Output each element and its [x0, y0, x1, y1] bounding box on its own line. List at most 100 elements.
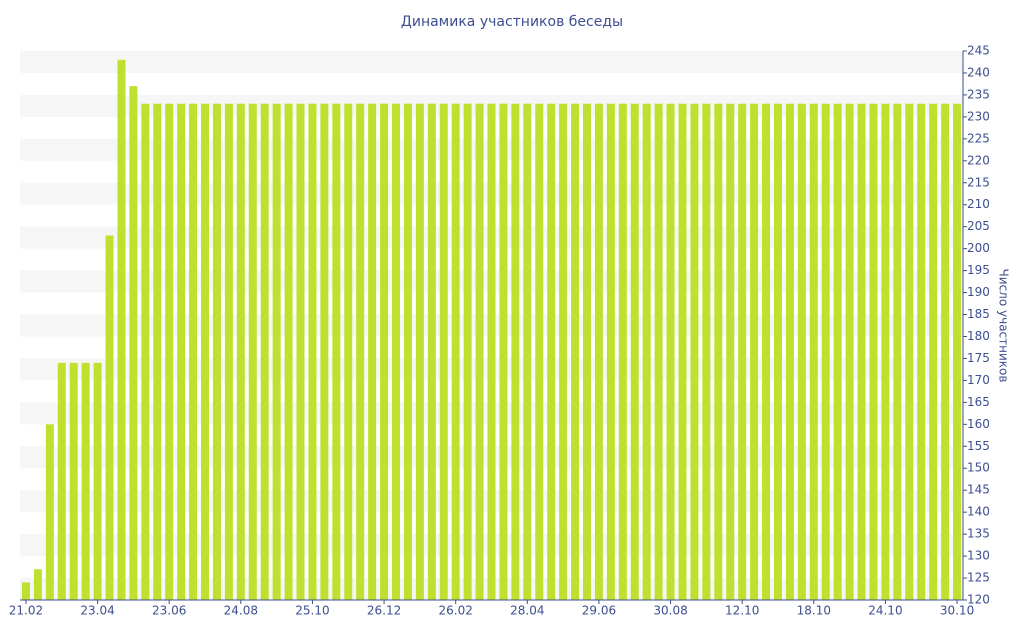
- bar: [618, 103, 627, 600]
- chart-title: Динамика участников беседы: [401, 14, 623, 30]
- bar: [451, 103, 460, 600]
- bar: [475, 103, 484, 600]
- bar: [487, 103, 496, 600]
- bar: [392, 103, 401, 600]
- bar: [726, 103, 735, 600]
- bar: [368, 103, 377, 600]
- bar: [212, 103, 221, 600]
- bar: [654, 103, 663, 600]
- y-tick-label: 125: [967, 571, 990, 585]
- y-tick-label: 200: [967, 241, 990, 255]
- bar: [439, 103, 448, 600]
- bar: [141, 103, 150, 600]
- bar: [260, 103, 269, 600]
- bar: [893, 103, 902, 600]
- bar: [33, 569, 42, 600]
- bar: [845, 103, 854, 600]
- y-tick-label: 160: [967, 417, 990, 431]
- y-tick-label: 220: [967, 153, 990, 167]
- y-tick-label: 130: [967, 549, 990, 563]
- bar: [415, 103, 424, 600]
- y-tick-label: 180: [967, 329, 990, 343]
- x-tick-label: 23.04: [80, 604, 114, 618]
- bar: [427, 103, 436, 600]
- y-tick-label: 140: [967, 505, 990, 519]
- bar: [380, 103, 389, 600]
- bar: [809, 103, 818, 600]
- bar: [559, 103, 568, 600]
- x-tick-label: 12.10: [725, 604, 759, 618]
- x-tick-label: 23.06: [152, 604, 186, 618]
- bar: [714, 103, 723, 600]
- bar: [296, 103, 305, 600]
- bar: [201, 103, 210, 600]
- bar: [929, 103, 938, 600]
- y-tick-label: 155: [967, 439, 990, 453]
- bar: [105, 235, 114, 601]
- bar: [606, 103, 615, 600]
- bar: [523, 103, 532, 600]
- bar: [821, 103, 830, 600]
- x-tick-label: 25.10: [295, 604, 329, 618]
- x-tick-label: 24.10: [868, 604, 902, 618]
- y-tick-label: 205: [967, 219, 990, 233]
- bar: [594, 103, 603, 600]
- bar: [666, 103, 675, 600]
- bar: [773, 103, 782, 600]
- bar: [57, 362, 66, 600]
- bar: [308, 103, 317, 600]
- bar: [403, 103, 412, 600]
- bar: [463, 103, 472, 600]
- bar: [284, 103, 293, 600]
- bar: [21, 582, 30, 600]
- y-tick-label: 150: [967, 461, 990, 475]
- bar: [941, 103, 950, 600]
- y-tick-label: 215: [967, 175, 990, 189]
- bar: [571, 103, 580, 600]
- bar: [499, 103, 508, 600]
- bar: [224, 103, 233, 600]
- bar: [117, 59, 126, 601]
- bar: [857, 103, 866, 600]
- bar: [881, 103, 890, 600]
- bar: [189, 103, 198, 600]
- x-tick-label: 24.08: [224, 604, 258, 618]
- y-tick-label: 185: [967, 307, 990, 321]
- bar: [642, 103, 651, 600]
- y-tick-label: 190: [967, 285, 990, 299]
- bar: [785, 103, 794, 600]
- y-tick-label: 210: [967, 197, 990, 211]
- y-tick-label: 120: [967, 593, 990, 607]
- y-tick-label: 195: [967, 263, 990, 277]
- bar: [953, 103, 962, 600]
- y-tick-label: 230: [967, 109, 990, 123]
- bar: [917, 103, 926, 600]
- y-tick-label: 165: [967, 395, 990, 409]
- y-tick-label: 245: [967, 44, 990, 58]
- bar: [153, 103, 162, 600]
- bar: [582, 103, 591, 600]
- bar: [833, 103, 842, 600]
- y-tick-label: 240: [967, 65, 990, 79]
- bar: [45, 424, 54, 600]
- bar: [905, 103, 914, 600]
- bar: [702, 103, 711, 600]
- bar: [248, 103, 257, 600]
- bar: [738, 103, 747, 600]
- bar: [535, 103, 544, 600]
- x-tick-label: 21.02: [9, 604, 43, 618]
- y-axis-label: Число участников: [997, 269, 1011, 383]
- bar: [630, 103, 639, 600]
- bar: [797, 103, 806, 600]
- grid-band: [20, 51, 963, 73]
- bar: [69, 362, 78, 600]
- y-tick-label: 170: [967, 373, 990, 387]
- bar: [678, 103, 687, 600]
- bar: [272, 103, 281, 600]
- y-tick-label: 135: [967, 527, 990, 541]
- y-tick-label: 225: [967, 131, 990, 145]
- bar: [320, 103, 329, 600]
- bar: [81, 362, 90, 600]
- x-tick-label: 28.04: [510, 604, 544, 618]
